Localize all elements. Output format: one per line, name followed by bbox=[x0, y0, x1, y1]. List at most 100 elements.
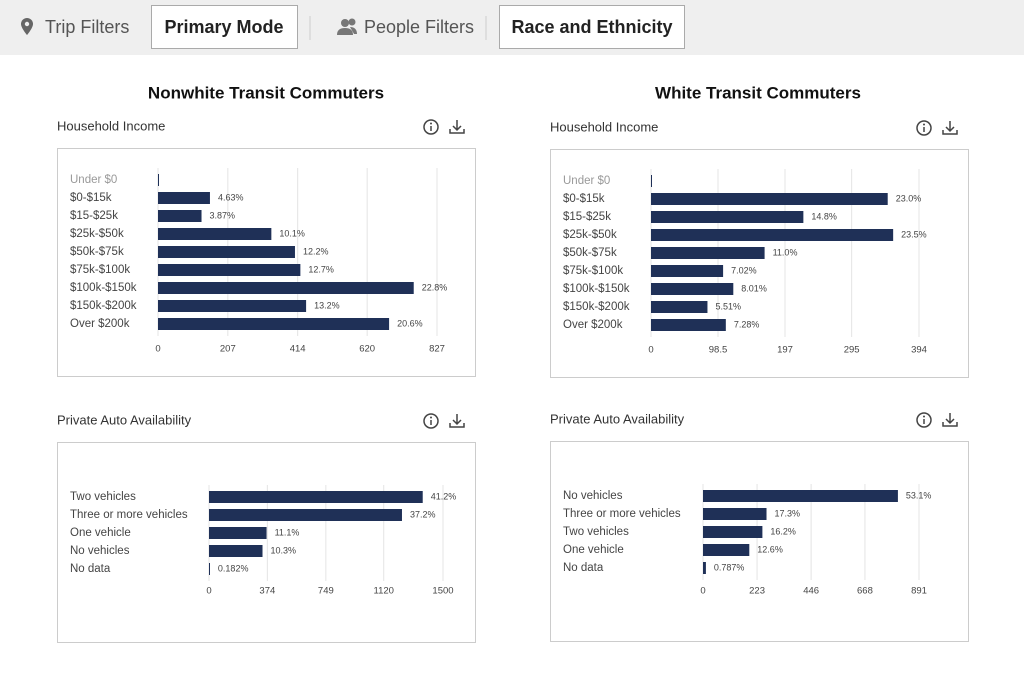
category-label: $50k-$75k bbox=[563, 247, 617, 259]
chart-card bbox=[550, 149, 969, 378]
value-label: 5.51% bbox=[715, 301, 741, 311]
bar bbox=[209, 527, 267, 539]
bar bbox=[158, 210, 202, 222]
info-circle bbox=[916, 120, 932, 136]
bar bbox=[158, 282, 414, 294]
category-label: No data bbox=[70, 563, 111, 575]
category-label: Three or more vehicles bbox=[70, 509, 188, 521]
x-tick-label: 1120 bbox=[374, 586, 394, 597]
bar bbox=[651, 211, 804, 223]
x-tick-label: 197 bbox=[777, 345, 793, 356]
bar bbox=[158, 318, 390, 330]
value-label: 4.63% bbox=[218, 192, 244, 202]
chart-title: Household Income bbox=[57, 118, 165, 133]
download-arrow bbox=[449, 414, 465, 428]
bar bbox=[209, 563, 210, 575]
value-label: 11.0% bbox=[773, 247, 798, 257]
category-label: One vehicle bbox=[70, 527, 131, 539]
x-tick-label: 223 bbox=[749, 586, 765, 597]
download-icon[interactable] bbox=[449, 414, 465, 428]
bar bbox=[651, 265, 724, 277]
value-label: 12.2% bbox=[303, 246, 329, 256]
value-label: 22.8% bbox=[422, 282, 448, 292]
category-label: One vehicle bbox=[563, 544, 624, 556]
info-circle bbox=[916, 412, 932, 428]
pin-icon bbox=[21, 18, 33, 35]
download-icon[interactable] bbox=[449, 120, 465, 134]
chart-panel: Household Income 0 207 414 620 827 Under $0 $0-… bbox=[57, 118, 476, 377]
column-title: Nonwhite Transit Commuters bbox=[148, 83, 384, 102]
info-dot bbox=[923, 123, 925, 126]
bar bbox=[703, 562, 706, 574]
category-label: No vehicles bbox=[70, 545, 130, 557]
x-tick-label: 98.5 bbox=[709, 345, 728, 356]
category-label: Over $200k bbox=[70, 318, 130, 330]
value-label: 12.7% bbox=[308, 264, 334, 274]
value-label: 7.28% bbox=[734, 319, 760, 329]
nav-item[interactable]: Race and Ethnicity bbox=[511, 17, 672, 37]
chart-panel: Private Auto Availability 0 374 749 1120 1500… bbox=[57, 412, 476, 643]
bar bbox=[209, 491, 423, 503]
bar bbox=[651, 319, 726, 331]
download-icon[interactable] bbox=[942, 413, 958, 427]
bar bbox=[158, 192, 210, 204]
category-label: $150k-$200k bbox=[563, 301, 630, 313]
x-tick-label: 207 bbox=[220, 344, 236, 355]
chart-card bbox=[57, 442, 476, 643]
category-label: $15-$25k bbox=[70, 210, 118, 222]
x-tick-label: 1500 bbox=[432, 586, 453, 597]
bar bbox=[651, 283, 734, 295]
value-label: 41.2% bbox=[431, 491, 457, 501]
bar bbox=[651, 301, 708, 313]
value-label: 12.6% bbox=[757, 544, 783, 554]
info-icon[interactable] bbox=[423, 413, 439, 429]
category-label: $0-$15k bbox=[70, 192, 112, 204]
value-label: 11.1% bbox=[275, 527, 300, 537]
category-label: $15-$25k bbox=[563, 211, 611, 223]
value-label: 16.2% bbox=[770, 526, 796, 536]
category-label: Three or more vehicles bbox=[563, 508, 681, 520]
x-tick-label: 0 bbox=[206, 586, 211, 597]
category-label: $25k-$50k bbox=[563, 229, 617, 241]
bar bbox=[651, 247, 765, 259]
category-label: No vehicles bbox=[563, 490, 623, 502]
value-label: 23.5% bbox=[901, 229, 927, 239]
category-label: No data bbox=[563, 562, 604, 574]
value-label: 17.3% bbox=[775, 508, 801, 518]
value-label: 8.01% bbox=[741, 283, 767, 293]
info-dot bbox=[430, 122, 432, 125]
info-icon[interactable] bbox=[423, 119, 439, 135]
x-tick-label: 446 bbox=[803, 586, 819, 597]
x-tick-label: 0 bbox=[648, 345, 653, 356]
bar bbox=[651, 229, 894, 241]
chart-title: Private Auto Availability bbox=[550, 411, 685, 426]
x-tick-label: 668 bbox=[857, 586, 873, 597]
category-label: Two vehicles bbox=[70, 491, 136, 503]
download-icon[interactable] bbox=[942, 121, 958, 135]
nav-tab[interactable] bbox=[151, 5, 298, 49]
value-label: 10.1% bbox=[279, 228, 305, 238]
x-tick-label: 0 bbox=[155, 344, 160, 355]
category-label: $75k-$100k bbox=[563, 265, 623, 277]
column-title: White Transit Commuters bbox=[655, 83, 861, 102]
info-circle bbox=[423, 119, 439, 135]
nav-item[interactable]: Primary Mode bbox=[164, 17, 283, 37]
bar bbox=[703, 490, 898, 502]
chart-panel: Private Auto Availability 0 223 446 668 891 No… bbox=[550, 411, 969, 642]
nav-item[interactable]: People Filters bbox=[364, 17, 474, 37]
nav-tab[interactable] bbox=[499, 5, 685, 49]
info-icon[interactable] bbox=[916, 120, 932, 136]
nav-item[interactable]: Trip Filters bbox=[45, 17, 129, 37]
x-tick-label: 620 bbox=[359, 344, 375, 355]
bar bbox=[158, 300, 307, 312]
value-label: 3.87% bbox=[210, 210, 236, 220]
bar bbox=[703, 526, 763, 538]
chart-card bbox=[57, 148, 476, 377]
x-tick-label: 374 bbox=[259, 586, 275, 597]
category-label: Under $0 bbox=[563, 175, 610, 187]
info-icon[interactable] bbox=[916, 412, 932, 428]
bar bbox=[703, 508, 767, 520]
x-tick-label: 749 bbox=[318, 586, 334, 597]
x-tick-label: 295 bbox=[844, 345, 860, 356]
